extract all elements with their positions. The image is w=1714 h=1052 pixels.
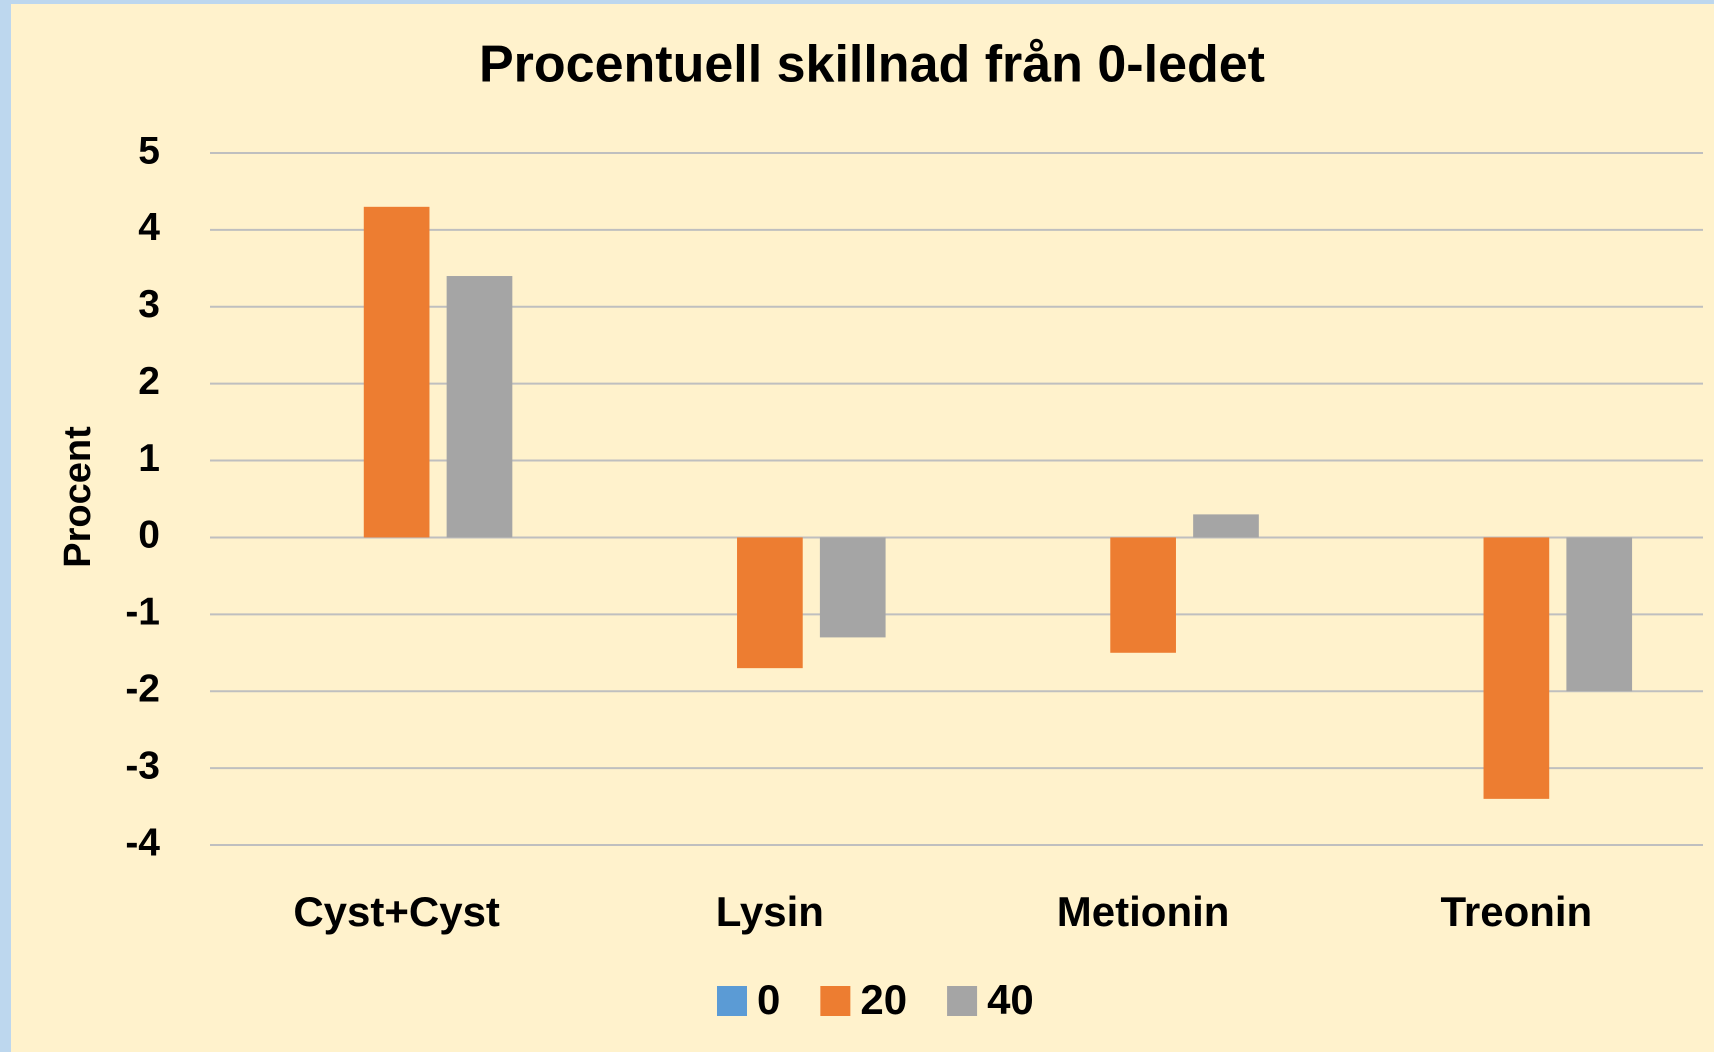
y-tick-label: 4: [138, 206, 160, 249]
x-tick-label: Treonin: [1441, 888, 1593, 935]
legend-label: 0: [757, 976, 780, 1023]
legend-swatch: [717, 986, 747, 1016]
bar: [1483, 537, 1550, 799]
y-tick-label: -4: [125, 821, 160, 864]
y-tick-label: 0: [138, 514, 160, 557]
bar: [737, 537, 803, 669]
chart-title: Procentuell skillnad från 0-ledet: [479, 36, 1265, 94]
legend-label: 20: [860, 976, 907, 1023]
x-tick-label: Lysin: [716, 888, 824, 935]
y-tick-label: 3: [138, 283, 160, 326]
bar: [1110, 537, 1176, 653]
bar: [819, 537, 886, 638]
legend-swatch: [820, 986, 851, 1016]
bar: [1193, 514, 1259, 538]
x-tick-label: Cyst+Cyst: [293, 888, 500, 935]
y-tick-label: 2: [138, 360, 160, 403]
top-border: [0, 0, 1714, 4]
y-tick-label: 1: [138, 437, 160, 480]
legend-swatch: [947, 986, 978, 1016]
left-border: [0, 0, 11, 1052]
x-tick-label: Metionin: [1057, 888, 1230, 935]
y-tick-label: 5: [138, 129, 160, 172]
bar: [1566, 537, 1633, 692]
y-axis-label: Procent: [57, 426, 99, 568]
y-tick-label: -3: [125, 744, 160, 787]
y-tick-label: -1: [125, 591, 160, 634]
bar: [363, 206, 430, 538]
y-tick-label: -2: [125, 668, 160, 711]
bar: [446, 276, 513, 538]
legend-label: 40: [987, 976, 1034, 1023]
